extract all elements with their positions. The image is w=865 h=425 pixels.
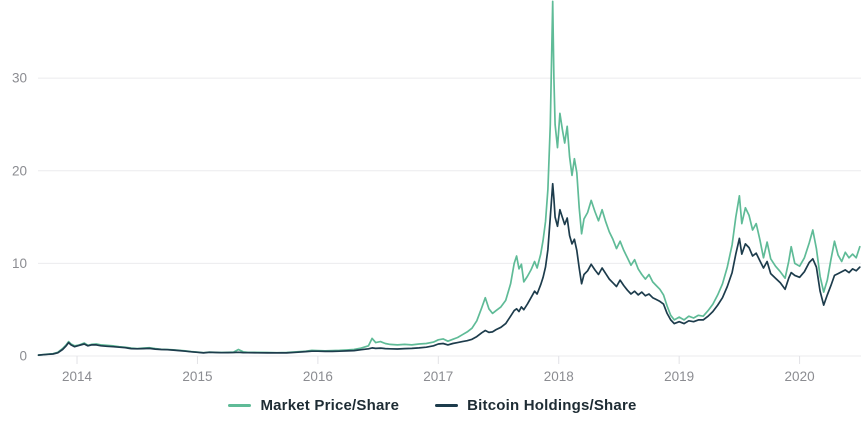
x-axis-tick-label-2016: 2016 xyxy=(303,369,333,384)
legend-item-market-price[interactable]: Market Price/Share xyxy=(228,398,399,413)
x-axis-tick-label-2015: 2015 xyxy=(182,369,212,384)
x-axis-tick-label-2018: 2018 xyxy=(544,369,574,384)
legend-item-bitcoin-holdings[interactable]: Bitcoin Holdings/Share xyxy=(435,398,636,413)
x-axis-tick-label-2017: 2017 xyxy=(423,369,453,384)
bitcoin-holdings-line-swatch xyxy=(435,404,459,407)
bitcoin-holdings-line xyxy=(37,182,861,356)
plot-area: 0 10 20 30 2014 2015 2016 2017 2018 2019 2020 xyxy=(12,0,861,384)
y-axis-tick-label-0: 0 xyxy=(19,349,27,364)
legend-label-market-price: Market Price/Share xyxy=(260,397,400,414)
x-axis-tick-label-2019: 2019 xyxy=(664,369,694,384)
y-axis-tick-label-30: 30 xyxy=(12,71,27,86)
y-axis-tick-label-10: 10 xyxy=(12,256,27,271)
market-price-line-swatch xyxy=(228,404,252,407)
x-axis-tick-label-2014: 2014 xyxy=(62,369,93,384)
legend-label-bitcoin-holdings: Bitcoin Holdings/Share xyxy=(467,397,637,414)
market-price-line xyxy=(37,0,861,356)
y-axis-tick-label-20: 20 xyxy=(12,163,27,178)
chart-legend: Market Price/Share Bitcoin Holdings/Shar… xyxy=(0,398,865,413)
x-axis-tick-label-2020: 2020 xyxy=(785,369,815,384)
